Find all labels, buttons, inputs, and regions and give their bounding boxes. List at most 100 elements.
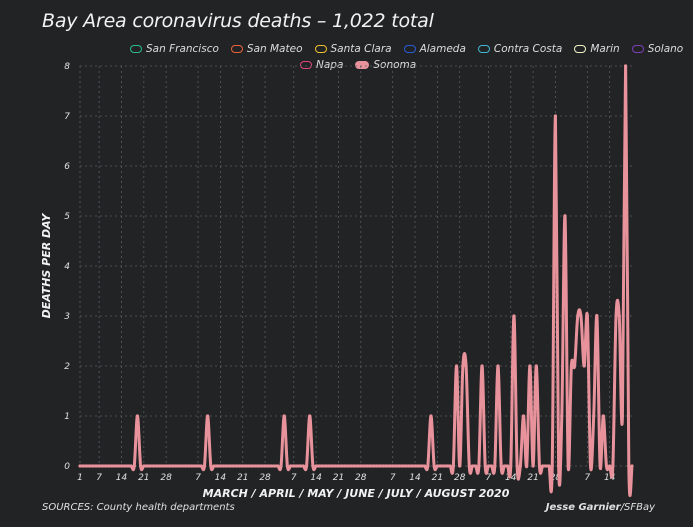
data-point (461, 364, 465, 368)
data-point (557, 464, 561, 468)
data-point (142, 464, 146, 468)
data-point (154, 464, 159, 468)
data-point (151, 464, 155, 468)
data-point (445, 464, 449, 468)
legend-item-san-mateo[interactable]: San Mateo (230, 43, 303, 55)
x-tick-label: 7 (96, 473, 102, 483)
data-point (381, 464, 385, 468)
legend-swatch (300, 61, 312, 69)
data-point (126, 464, 130, 468)
data-point (196, 464, 200, 468)
data-point (426, 464, 430, 468)
x-tick-label: 28 (160, 473, 172, 483)
data-point (598, 464, 602, 468)
data-point (343, 464, 347, 468)
data-point (521, 414, 526, 418)
data-point (490, 464, 494, 468)
data-point (110, 464, 114, 468)
data-point (502, 464, 506, 468)
credit-outlet: /SFBay (620, 502, 655, 513)
legend-item-alameda[interactable]: Alameda (403, 43, 466, 55)
data-point (148, 464, 152, 468)
legend-item-napa[interactable]: Napa (300, 59, 343, 71)
data-point (228, 464, 232, 468)
data-point (432, 464, 436, 468)
x-tick-label: 14 (310, 473, 322, 483)
legend-swatch (631, 45, 644, 53)
data-point (400, 464, 404, 468)
legend-item-sonoma[interactable]: Sonoma (355, 59, 416, 71)
data-point (391, 464, 395, 468)
data-point (413, 464, 417, 468)
series-line-sonoma (80, 64, 634, 498)
data-point (202, 464, 207, 468)
data-point (215, 464, 219, 468)
data-point (515, 464, 519, 468)
data-point (588, 464, 593, 468)
legend-swatch (477, 45, 490, 53)
data-point (448, 464, 452, 468)
data-point (410, 464, 414, 468)
x-tick-label: 7 (195, 473, 201, 483)
data-point (324, 464, 328, 468)
legend-label: San Francisco (146, 43, 219, 55)
data-point (250, 464, 254, 468)
data-point (100, 464, 104, 468)
legend-item-solano[interactable]: Solano (631, 43, 683, 55)
data-point (359, 464, 363, 468)
data-point (103, 464, 108, 468)
data-point (397, 464, 401, 468)
data-point (387, 464, 392, 468)
x-tick-label: 14 (215, 473, 227, 483)
data-point (119, 464, 124, 468)
y-tick-label: 4 (64, 262, 70, 272)
data-point (534, 364, 538, 368)
data-point (78, 464, 82, 468)
data-point (630, 464, 634, 468)
data-point (480, 364, 484, 368)
legend-swatch (130, 45, 142, 53)
y-tick-label: 8 (64, 62, 70, 72)
data-point (340, 464, 344, 468)
legend-item-san-francisco[interactable]: San Francisco (130, 43, 219, 55)
x-tick-label: 21 (333, 473, 344, 483)
data-point (285, 464, 289, 468)
data-point (139, 464, 143, 468)
legend-row-2: Napa Sonoma (0, 59, 693, 71)
data-point (273, 464, 277, 468)
data-point (627, 464, 631, 468)
data-point (349, 464, 353, 468)
legend-item-contra-costa[interactable]: Contra Costa (477, 43, 562, 55)
data-point (416, 464, 420, 468)
data-point (276, 464, 280, 468)
data-point (464, 364, 468, 368)
data-point (257, 464, 261, 468)
data-point (279, 464, 283, 468)
legend-swatch (230, 45, 243, 53)
data-point (474, 464, 478, 468)
data-point (595, 314, 599, 318)
legend-item-marin[interactable]: Marin (574, 43, 620, 55)
data-point (253, 464, 258, 468)
data-point (260, 464, 264, 468)
data-point (601, 414, 605, 418)
data-point (505, 464, 510, 468)
data-point (301, 464, 305, 468)
data-point (320, 464, 325, 468)
legend-item-santa-clara[interactable]: Santa Clara (314, 43, 392, 55)
data-point (512, 314, 516, 318)
data-point (423, 464, 427, 468)
source-note: SOURCES: County health departments (42, 502, 235, 513)
data-point (145, 464, 149, 468)
data-point (429, 414, 433, 418)
data-point (186, 464, 191, 468)
data-point (604, 464, 609, 468)
data-point (209, 464, 213, 468)
data-point (241, 464, 245, 468)
data-point (365, 464, 369, 468)
data-point (87, 464, 92, 468)
data-point (486, 464, 491, 468)
data-point (212, 464, 216, 468)
data-point (336, 464, 341, 468)
